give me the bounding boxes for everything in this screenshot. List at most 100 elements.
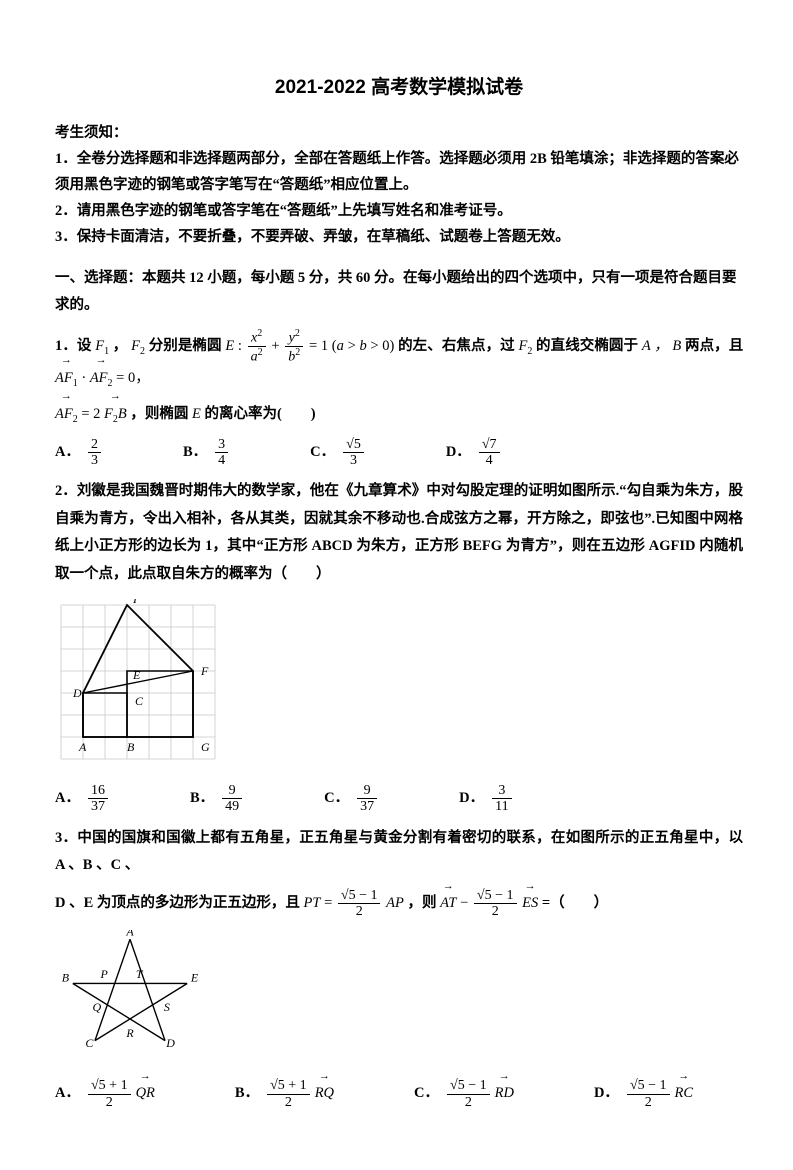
q2-D-den: 11	[492, 799, 511, 814]
question-3-line1: 3．中国的国旗和国徽上都有五角星，正五角星与黄金分割有着密切的联系，在如图所示的…	[55, 825, 743, 880]
q1-gt0: > 0)	[367, 338, 395, 354]
instruction-1: 1．全卷分选择题和非选择题两部分，全部在答题纸上作答。选择题必须用 2B 铅笔填…	[55, 146, 743, 198]
svg-text:E: E	[190, 970, 199, 984]
q2-B-num: 9	[222, 783, 242, 799]
q1-a2: a	[337, 338, 344, 354]
q1-D-frac: √74	[479, 437, 500, 469]
q1-eq2: = 2	[81, 406, 100, 422]
opt-label-B: B．	[183, 439, 207, 467]
q3-A-frac: √5 + 12	[88, 1078, 131, 1110]
opt-label-A3: A．	[55, 1080, 80, 1108]
q1-af2a-txt: AF	[90, 370, 108, 386]
q1-sep1: ，	[113, 338, 128, 354]
q1-dot: ·	[81, 370, 89, 386]
q3-vec-ES: ES	[522, 890, 538, 918]
q1-opt-C: C． √53	[310, 437, 366, 469]
q1-vec-af2: AF2	[55, 401, 78, 429]
q1-af1-txt: AF	[55, 370, 73, 386]
q1-b-sq: 2	[295, 347, 300, 358]
svg-text:C: C	[135, 694, 144, 708]
svg-text:E: E	[132, 668, 141, 682]
q1-colon: :	[234, 338, 245, 354]
q2-B-den: 49	[222, 799, 242, 814]
q1-gt1: >	[344, 338, 360, 354]
q1-E: E	[225, 338, 234, 354]
q3-B-num: √5 + 1	[267, 1078, 310, 1094]
instruction-2: 2．请用黑色字迹的钢笔或答字笔在“答题纸”上先填写姓名和准考证号。	[55, 198, 743, 224]
q1-C-frac: √53	[343, 437, 364, 469]
svg-text:A: A	[125, 930, 134, 939]
svg-text:S: S	[164, 1000, 170, 1014]
q2-A-den: 37	[88, 799, 108, 814]
svg-text:R: R	[125, 1026, 134, 1040]
opt-label-C2: C．	[324, 785, 349, 813]
question-3-line2: D 、E 为顶点的多边形为正五边形，且 PT = √5 − 12 AP ，则 A…	[55, 888, 743, 920]
q2-options: A． 1637 B． 949 C． 937 D． 311	[55, 783, 743, 815]
q3-opt-D: D． √5 − 12 RC	[594, 1078, 693, 1110]
opt-label-A: A．	[55, 439, 80, 467]
q1-B-num: 3	[215, 437, 228, 453]
q1-zero: = 0，	[116, 370, 150, 386]
q1-vec-af1: AF1	[55, 365, 78, 393]
q2-figure: ABCDEFGI	[55, 599, 743, 776]
q3-D-num: √5 − 1	[627, 1078, 670, 1094]
q3-C-frac: √5 − 12	[447, 1078, 490, 1110]
q3-frac5a: √5 − 12	[338, 888, 381, 920]
q1-f2b-txt: F	[104, 406, 113, 422]
svg-text:P: P	[100, 967, 108, 981]
q1-mid1: 分别是椭圆	[149, 338, 222, 354]
q3-D-frac: √5 − 12	[627, 1078, 670, 1110]
svg-text:A: A	[78, 740, 87, 754]
q3-A-num: √5 + 1	[88, 1078, 131, 1094]
q2-A-frac: 1637	[88, 783, 108, 815]
star-diagram: ABCDEPTQRS	[55, 930, 205, 1060]
q1-B-den: 4	[215, 453, 228, 468]
q2-D-frac: 311	[492, 783, 511, 815]
q2-A-num: 16	[88, 783, 108, 799]
q3-C-vec: RD	[495, 1080, 514, 1108]
q1-eq1: = 1 (	[309, 338, 337, 354]
q3-A-den: 2	[88, 1095, 131, 1110]
q1-mid2: 的左、右焦点，过	[398, 338, 515, 354]
svg-text:G: G	[201, 740, 210, 754]
q1-num: 1．设	[55, 338, 92, 354]
q3-minus: −	[460, 895, 472, 911]
q3-B-vec: RQ	[315, 1080, 334, 1108]
q1-D-num: √7	[479, 437, 500, 453]
q1-a: a	[251, 349, 258, 364]
q1-opt-D: D． √74	[446, 437, 502, 469]
q1-f2: F	[131, 338, 140, 354]
q3-frac5b: √5 − 12	[474, 888, 517, 920]
opt-label-D: D．	[446, 439, 471, 467]
q1-b2: b	[359, 338, 366, 354]
grid-diagram: ABCDEFGI	[55, 599, 221, 765]
q3-D-vec: RC	[675, 1080, 694, 1108]
q1-f2-sub: 2	[140, 345, 145, 356]
instruction-3: 3．保持卡面清洁，不要折叠，不要弄破、弄皱，在草稿纸、试题卷上答题无效。	[55, 224, 743, 250]
q3-C-num: √5 − 1	[447, 1078, 490, 1094]
q1-options: A． 23 B． 34 C． √53 D． √74	[55, 437, 743, 469]
q1-af2a-sub: 2	[108, 378, 113, 389]
q1-E2: E	[192, 406, 201, 422]
q2-opt-D: D． 311	[459, 783, 513, 815]
q2-D-num: 3	[492, 783, 511, 799]
opt-label-C: C．	[310, 439, 335, 467]
q1-frac-y2b2: y2 b2	[285, 328, 303, 365]
q1-a-sq: 2	[258, 347, 263, 358]
q1-vec-af2a: AF2	[90, 365, 113, 393]
q2-B-frac: 949	[222, 783, 242, 815]
instructions-head: 考生须知：	[55, 120, 743, 146]
opt-label-C3: C．	[414, 1080, 439, 1108]
q1-A-den: 3	[88, 453, 101, 468]
q3-A-vec: QR	[136, 1080, 155, 1108]
q2-opt-C: C． 937	[324, 783, 379, 815]
q1-af2-sub: 2	[73, 414, 78, 425]
q1-f2b-sub: 2	[527, 345, 532, 356]
opt-label-D2: D．	[459, 785, 484, 813]
page-title: 2021-2022 高考数学模拟试卷	[55, 70, 743, 106]
q1-C-num: √5	[343, 437, 364, 453]
q1-vec-f2b: F2B	[104, 401, 127, 429]
q1-D-den: 4	[479, 453, 500, 468]
question-2: 2．刘徽是我国魏晋时期伟大的数学家，他在《九章算术》中对勾股定理的证明如图所示.…	[55, 478, 743, 588]
q1-A-frac: 23	[88, 437, 101, 469]
